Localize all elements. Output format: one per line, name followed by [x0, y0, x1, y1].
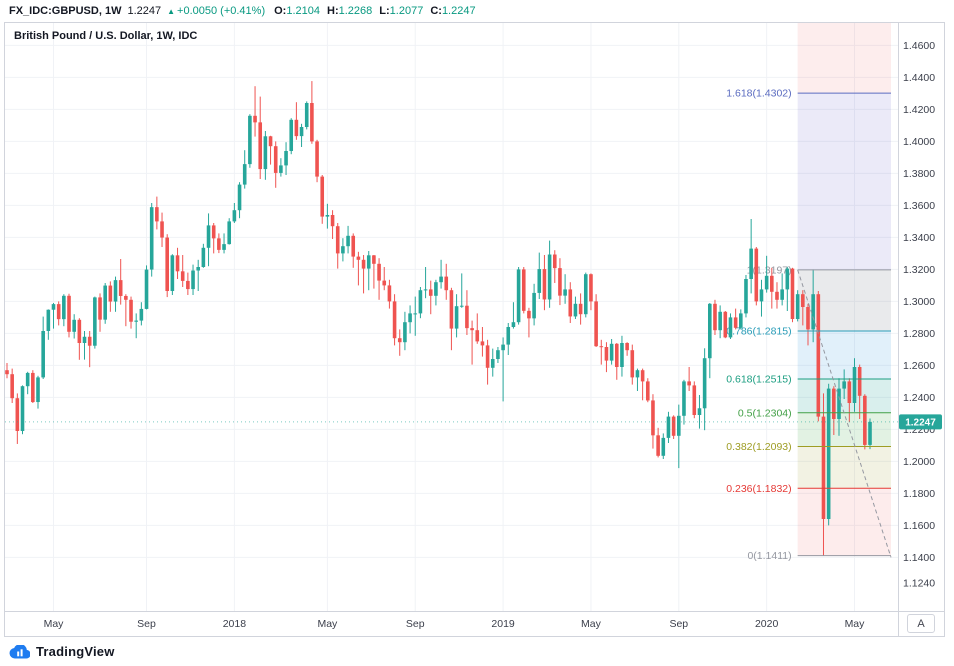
tradingview-footer: TradingView	[9, 644, 115, 659]
svg-text:2020: 2020	[755, 618, 779, 630]
svg-text:1.3000: 1.3000	[903, 296, 935, 308]
high-label: H:	[327, 5, 339, 17]
candlestick-chart[interactable]: 1.618(1.4302) 1(1.3197) 0.786(1.2815) 0.618…	[5, 23, 944, 636]
tradingview-cloud-icon[interactable]	[9, 644, 30, 659]
price-axis[interactable]	[898, 23, 944, 611]
svg-text:1.1400: 1.1400	[903, 552, 935, 564]
svg-text:1(1.3197): 1(1.3197)	[747, 264, 792, 276]
ohlc-open: O:1.2104	[274, 4, 320, 18]
svg-text:0.5(1.2304): 0.5(1.2304)	[738, 407, 792, 419]
ohlc-close: C:1.2247	[430, 4, 475, 18]
svg-text:0.382(1.2093): 0.382(1.2093)	[726, 441, 791, 453]
svg-text:May: May	[845, 618, 866, 630]
svg-text:1.2247: 1.2247	[905, 417, 936, 428]
svg-text:Sep: Sep	[137, 618, 156, 630]
svg-text:1.4000: 1.4000	[903, 136, 935, 148]
svg-text:1.3600: 1.3600	[903, 200, 935, 212]
symbol-info-bar: FX_IDC:GBPUSD, 1W 1.2247 ▲ +0.0050 (+0.4…	[9, 4, 483, 19]
svg-text:1.3800: 1.3800	[903, 168, 935, 180]
svg-text:1.1800: 1.1800	[903, 488, 935, 500]
open-value: 1.2104	[286, 5, 321, 17]
low-label: L:	[379, 5, 390, 17]
close-value: 1.2247	[441, 5, 476, 17]
svg-text:0.786(1.2815): 0.786(1.2815)	[726, 326, 791, 338]
svg-text:0.618(1.2515): 0.618(1.2515)	[726, 374, 791, 386]
svg-text:1.618(1.4302): 1.618(1.4302)	[726, 88, 791, 100]
low-value: 1.2077	[389, 5, 424, 17]
price-change: +0.0050 (+0.41%)	[177, 5, 266, 17]
high-value: 1.2268	[338, 5, 373, 17]
svg-text:1.3400: 1.3400	[903, 232, 935, 244]
svg-text:2019: 2019	[491, 618, 515, 630]
open-label: O:	[274, 5, 287, 17]
svg-text:1.4600: 1.4600	[903, 40, 935, 52]
svg-text:1.2600: 1.2600	[903, 360, 935, 372]
svg-text:1.2400: 1.2400	[903, 392, 935, 404]
last-price: 1.2247	[127, 5, 162, 17]
svg-text:May: May	[581, 618, 602, 630]
symbol-title[interactable]: FX_IDC:GBPUSD, 1W	[9, 5, 122, 17]
svg-text:0.236(1.1832): 0.236(1.1832)	[726, 483, 791, 495]
chart-legend[interactable]: British Pound / U.S. Dollar, 1W, IDC	[14, 30, 198, 42]
up-arrow-icon: ▲	[167, 7, 176, 16]
svg-text:May: May	[317, 618, 338, 630]
time-axis[interactable]	[5, 611, 898, 636]
tradingview-brand[interactable]: TradingView	[36, 644, 115, 659]
svg-text:1.1600: 1.1600	[903, 520, 935, 532]
svg-text:Sep: Sep	[406, 618, 425, 630]
close-label: C:	[430, 5, 442, 17]
ohlc-high: H:1.2268	[327, 4, 372, 18]
svg-text:Sep: Sep	[669, 618, 688, 630]
auto-scale-button[interactable]: A	[907, 614, 935, 633]
svg-text:0(1.1411): 0(1.1411)	[747, 550, 791, 562]
chart-area[interactable]: 1.618(1.4302) 1(1.3197) 0.786(1.2815) 0.618…	[4, 22, 945, 637]
svg-text:1.4400: 1.4400	[903, 72, 935, 84]
svg-text:1.3200: 1.3200	[903, 264, 935, 276]
svg-text:1.4200: 1.4200	[903, 104, 935, 116]
svg-text:1.1240: 1.1240	[903, 578, 935, 590]
svg-text:1.2800: 1.2800	[903, 328, 935, 340]
svg-text:1.2000: 1.2000	[903, 456, 935, 468]
svg-text:May: May	[44, 618, 65, 630]
svg-text:2018: 2018	[223, 618, 247, 630]
ohlc-low: L:1.2077	[379, 4, 423, 18]
